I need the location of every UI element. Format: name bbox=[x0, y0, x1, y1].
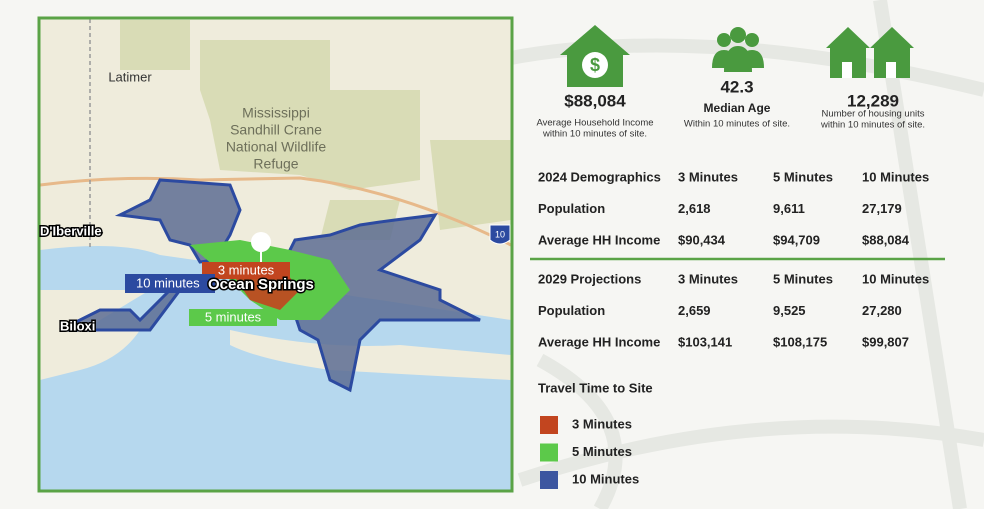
houses-icon bbox=[826, 27, 914, 78]
table-cell: 9,525 bbox=[773, 303, 806, 318]
stat-value: $88,084 bbox=[564, 91, 626, 110]
label-bg-3 bbox=[202, 262, 290, 279]
legend-swatch bbox=[540, 416, 558, 434]
table-cell: $99,807 bbox=[862, 334, 909, 349]
land bbox=[230, 330, 511, 380]
legend-swatch bbox=[540, 443, 558, 462]
refuge-line: Sandhill Crane bbox=[230, 122, 322, 138]
label-bg-5 bbox=[189, 309, 277, 326]
isochrone-label: 10 minutes bbox=[136, 275, 200, 290]
table-header: 5 Minutes bbox=[773, 271, 833, 286]
refuge-line: Refuge bbox=[253, 156, 298, 172]
table-header: 2024 Demographics bbox=[538, 169, 661, 184]
isochrone-label: 3 minutes bbox=[218, 262, 275, 277]
table-cell: Population bbox=[538, 303, 605, 318]
interstate-shield bbox=[489, 224, 511, 245]
table-cell: 2,659 bbox=[678, 303, 711, 318]
table-cell: Average HH Income bbox=[538, 232, 660, 247]
label-bg-10 bbox=[125, 274, 215, 293]
legend-label: 5 Minutes bbox=[572, 444, 632, 459]
place-label: Latimer bbox=[108, 69, 152, 84]
stat-value: 42.3 bbox=[720, 77, 753, 96]
svg-text:$: $ bbox=[590, 55, 600, 75]
place-label: D'Iberville bbox=[40, 223, 102, 238]
isochrone-label: 5 minutes bbox=[205, 309, 262, 324]
stat-caption: Number of housing units bbox=[822, 109, 925, 120]
table-cell: 27,280 bbox=[862, 303, 902, 318]
table-header: 3 Minutes bbox=[678, 169, 738, 184]
place-label: Ocean Springs bbox=[208, 276, 314, 293]
interstate-number: 10 bbox=[495, 229, 505, 239]
map bbox=[40, 19, 511, 490]
park-areas bbox=[120, 20, 511, 240]
stat-caption: Average Household Income bbox=[536, 118, 653, 129]
map-frame bbox=[37, 16, 514, 493]
table-cell: $103,141 bbox=[678, 334, 732, 349]
legend-label: 3 Minutes bbox=[572, 416, 632, 431]
table-cell: Average HH Income bbox=[538, 334, 660, 349]
place-label: Biloxi bbox=[60, 318, 95, 333]
legend-label: 10 Minutes bbox=[572, 471, 639, 486]
stat-caption: within 10 minutes of site. bbox=[542, 129, 647, 140]
stat-label: Median Age bbox=[704, 101, 771, 115]
table-cell: 2,618 bbox=[678, 201, 711, 216]
refuge-line: National Wildlife bbox=[226, 139, 327, 155]
legend-swatch bbox=[540, 471, 558, 489]
legend-title: Travel Time to Site bbox=[538, 380, 653, 395]
table-cell: 9,611 bbox=[773, 201, 805, 216]
table-header: 2029 Projections bbox=[538, 271, 641, 286]
site-marker bbox=[251, 232, 271, 252]
refuge-label: Mississippi Sandhill Crane National Wild… bbox=[226, 105, 327, 172]
highways bbox=[40, 176, 511, 247]
table-cell: $88,084 bbox=[862, 232, 910, 247]
people-icon bbox=[712, 27, 764, 72]
table-cell: $90,434 bbox=[678, 232, 726, 247]
table-header: 5 Minutes bbox=[773, 169, 833, 184]
table-header: 10 Minutes bbox=[862, 169, 929, 184]
refuge-line: Mississippi bbox=[242, 105, 310, 121]
table-cell: 27,179 bbox=[862, 201, 902, 216]
stat-caption: Within 10 minutes of site. bbox=[684, 119, 790, 130]
land bbox=[40, 325, 140, 380]
stat-caption: within 10 minutes of site. bbox=[820, 120, 925, 131]
table-header: 10 Minutes bbox=[862, 271, 929, 286]
stat-value: 12,289 bbox=[847, 91, 899, 110]
table-cell: Population bbox=[538, 201, 605, 216]
table-cell: $94,709 bbox=[773, 232, 820, 247]
table-cell: $108,175 bbox=[773, 334, 827, 349]
table-header: 3 Minutes bbox=[678, 271, 738, 286]
icons: $ bbox=[560, 25, 914, 87]
